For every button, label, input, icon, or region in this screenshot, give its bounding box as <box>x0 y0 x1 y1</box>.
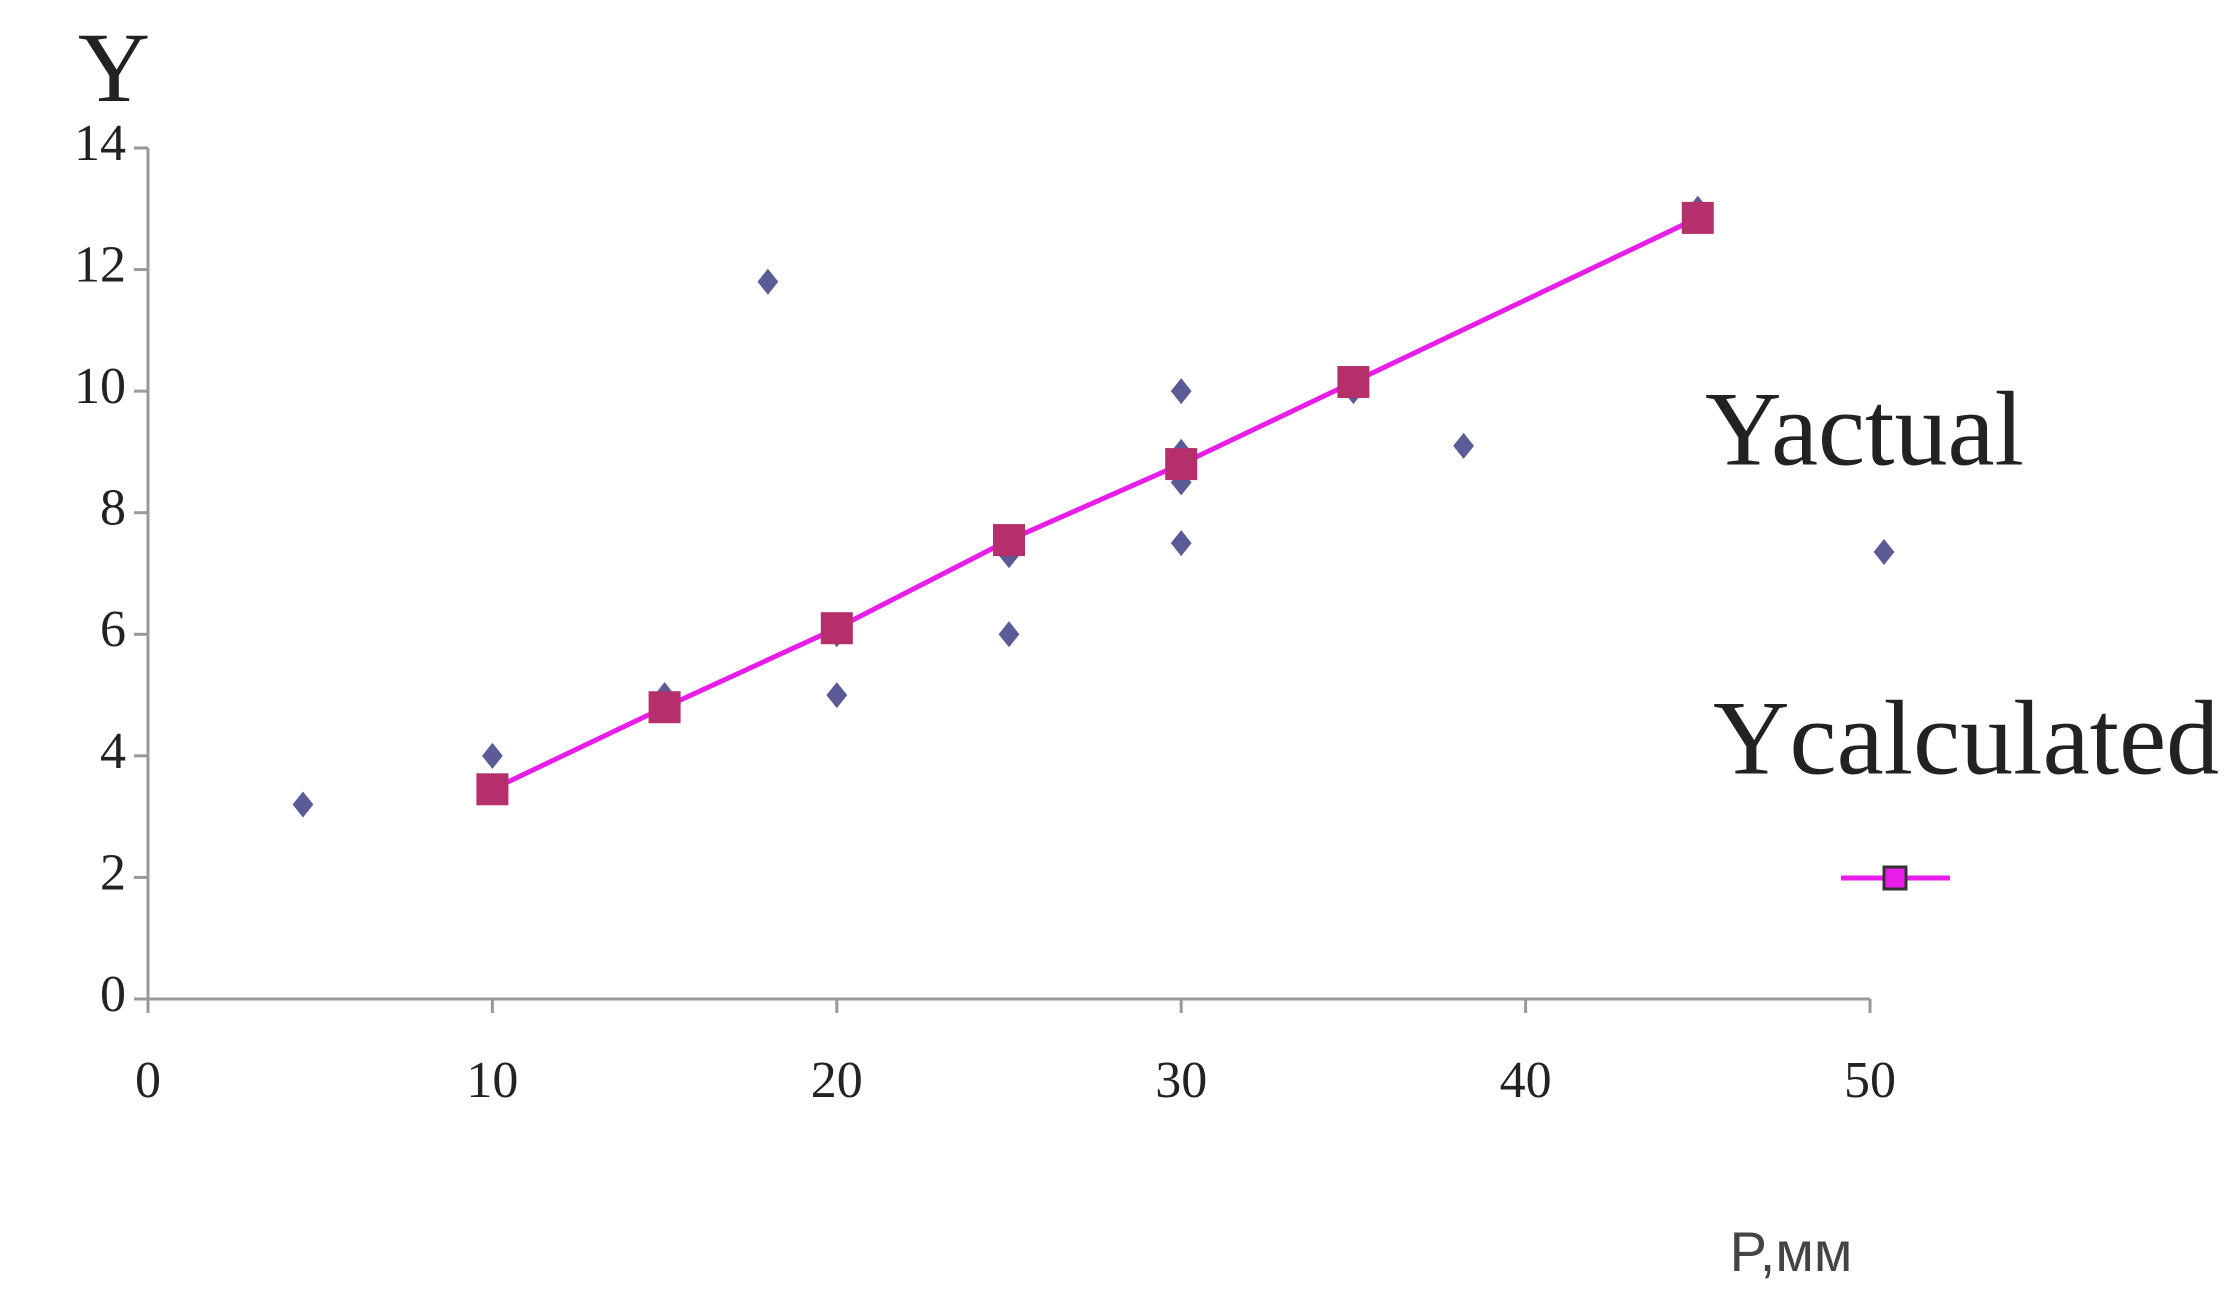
point <box>648 691 681 724</box>
legend-marker <box>1882 865 1908 891</box>
point <box>1170 530 1192 557</box>
y-tick-label: 12 <box>74 237 126 294</box>
legend-label: Ycalculated <box>1713 679 2219 796</box>
point <box>476 773 509 806</box>
y-tick-label: 4 <box>100 723 126 780</box>
x-axis-label: P,мм <box>1730 1220 1853 1283</box>
x-tick-label: 40 <box>1500 1052 1552 1109</box>
point <box>757 268 779 295</box>
point <box>1165 448 1198 481</box>
y-tick-label: 6 <box>100 601 126 658</box>
y-axis-label: Y <box>78 12 150 123</box>
legend-label: Yactual <box>1705 370 2024 487</box>
x-tick-label: 20 <box>811 1052 863 1109</box>
y-tick-label: 0 <box>100 966 126 1023</box>
point <box>1337 366 1370 399</box>
x-tick-label: 30 <box>1155 1052 1207 1109</box>
point <box>1681 201 1714 234</box>
y-tick-label: 8 <box>100 480 126 537</box>
x-tick-label: 10 <box>466 1052 518 1109</box>
point <box>826 682 848 709</box>
x-tick-label: 50 <box>1844 1052 1896 1109</box>
point <box>292 791 314 818</box>
legend-marker <box>1873 539 1895 565</box>
point <box>1170 378 1192 405</box>
point <box>998 621 1020 648</box>
y-tick-label: 10 <box>74 358 126 415</box>
y-tick-label: 2 <box>100 844 126 901</box>
point <box>993 524 1025 557</box>
point <box>482 742 503 769</box>
point <box>1453 432 1475 459</box>
x-tick-label: 0 <box>135 1052 161 1109</box>
point <box>820 612 853 645</box>
y-tick-label: 14 <box>74 115 126 172</box>
